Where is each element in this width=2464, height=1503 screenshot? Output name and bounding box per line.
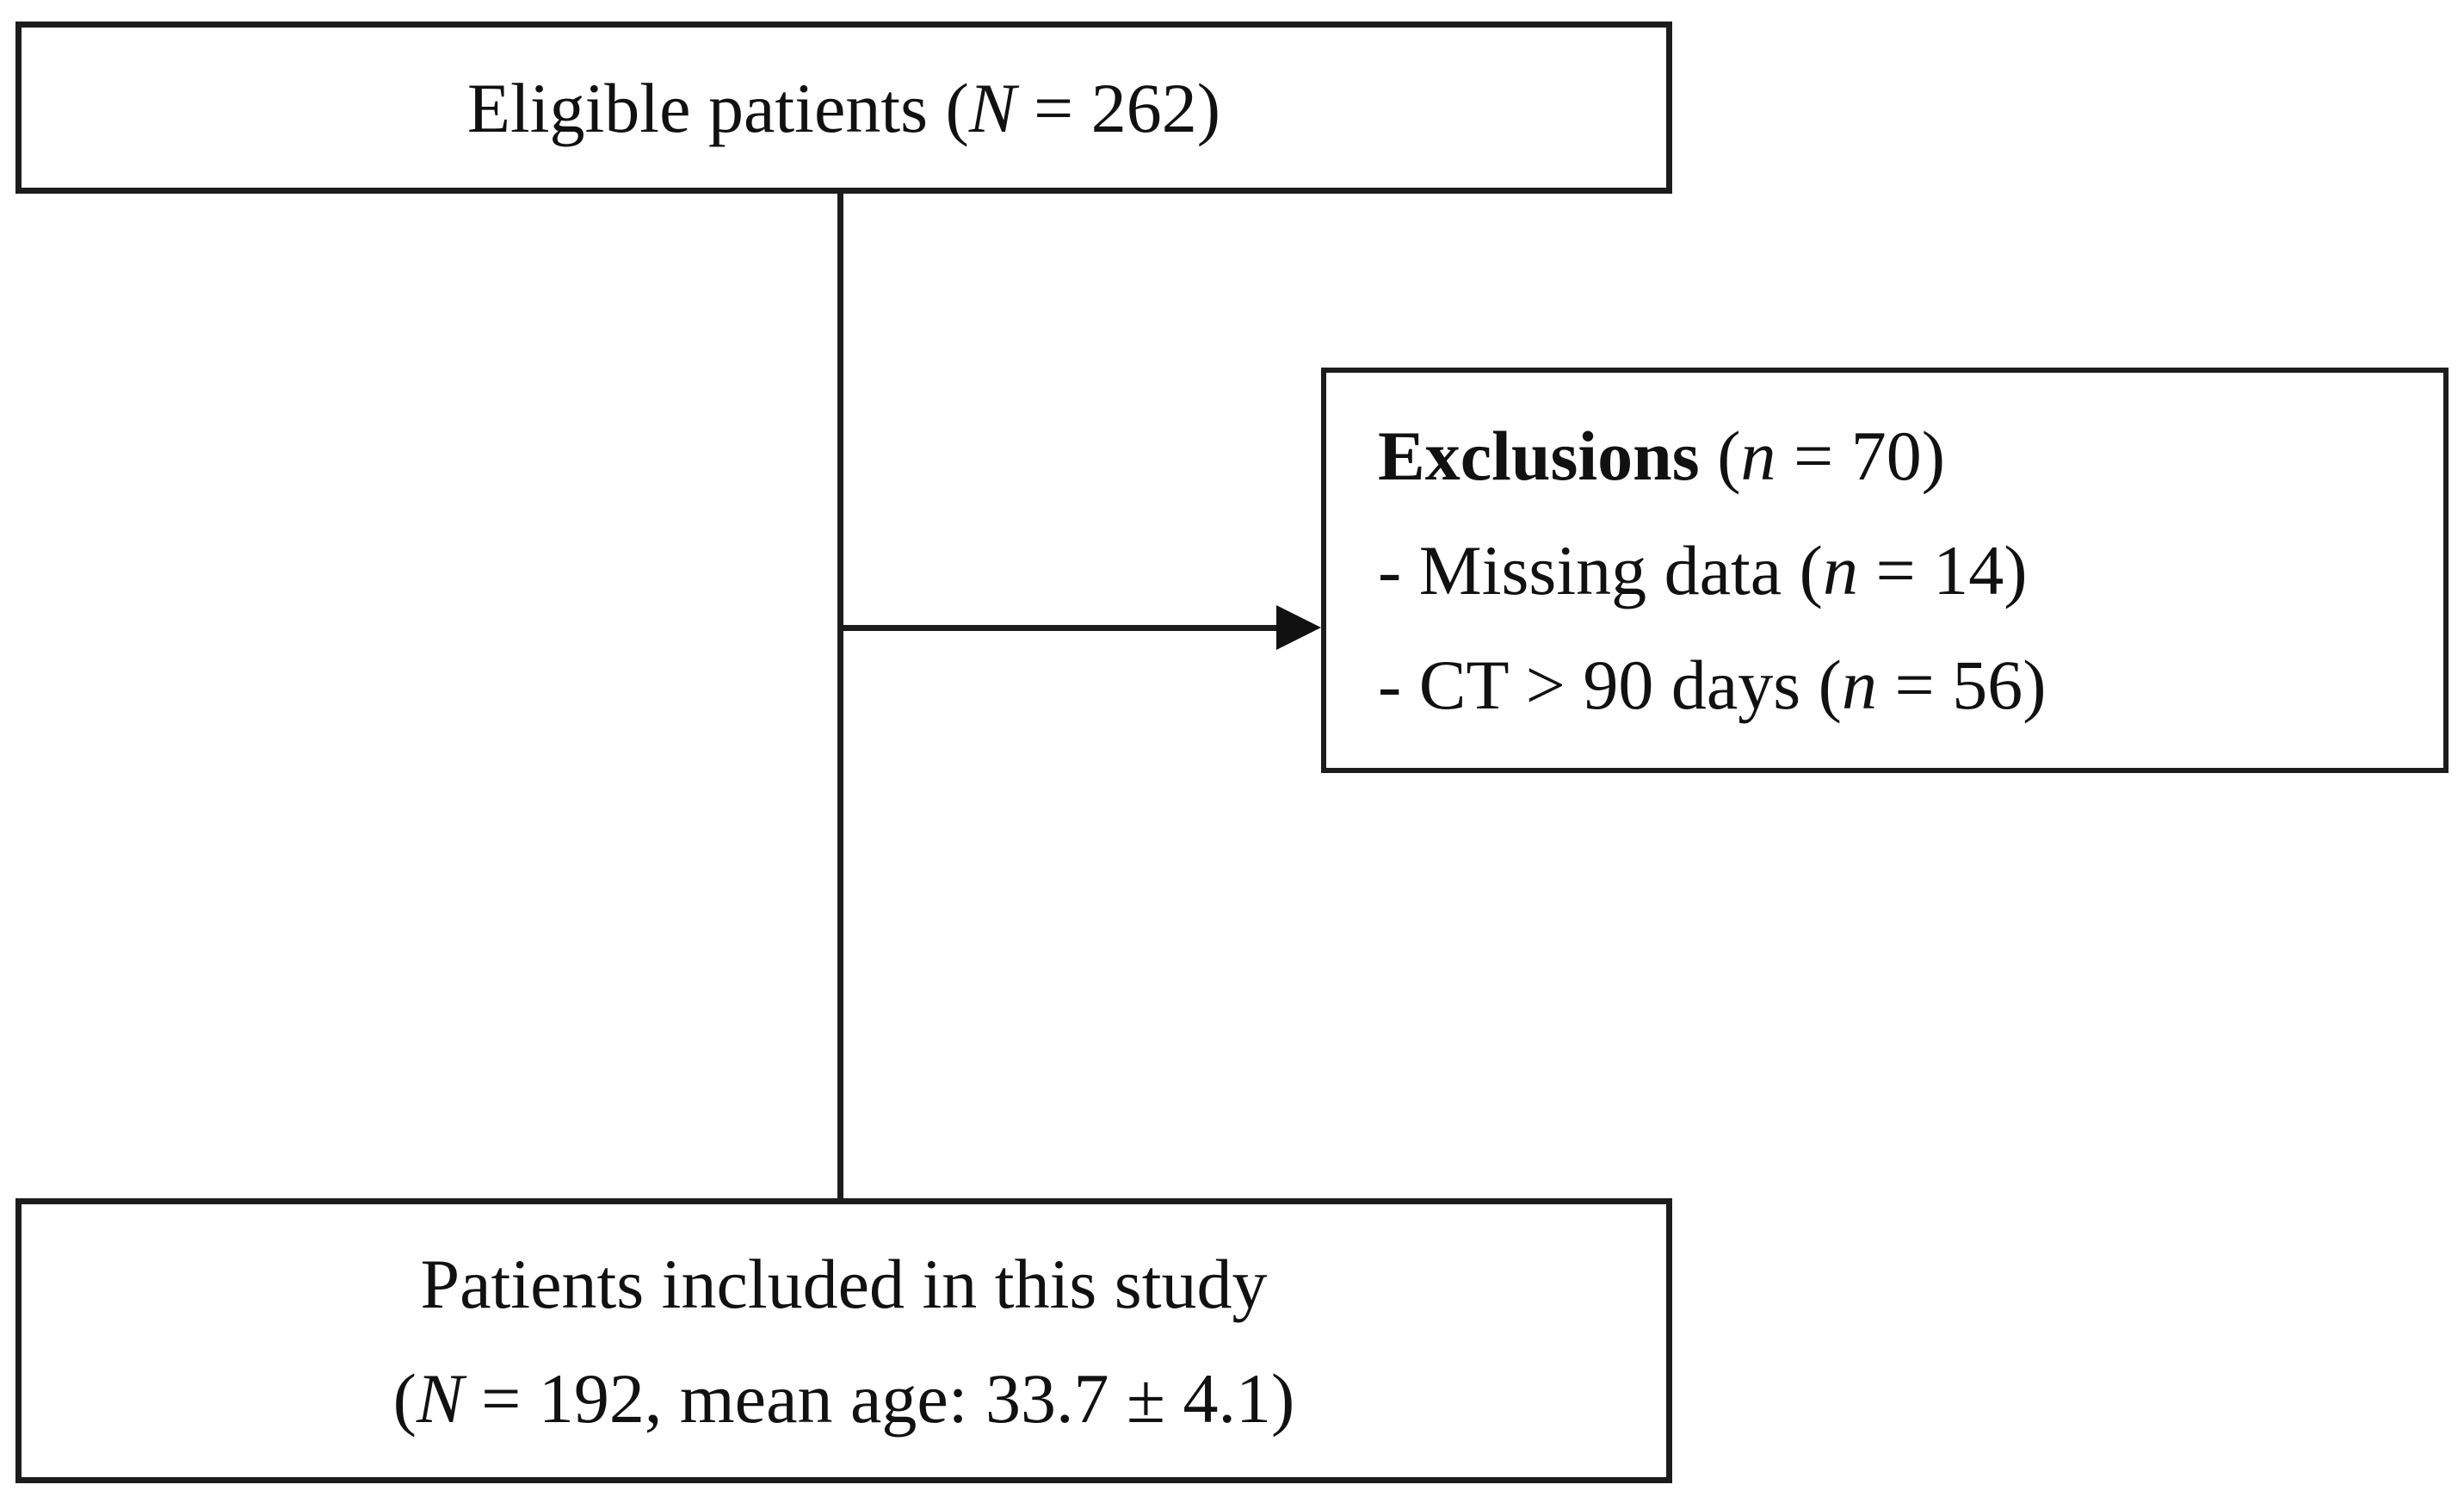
exclusions-title: Exclusions (n = 70) [1378,399,1945,513]
exclusion-item-1-post: = 14) [1857,531,2028,609]
eligible-text-pre: Eligible patients ( [466,68,969,147]
eligible-text-post: = 262) [1016,68,1221,147]
exclusion-arrow-line [840,625,1282,631]
arrowhead-icon [1276,605,1321,650]
exclusions-title-post: = 70) [1775,417,1946,495]
included-n-variable: N [416,1358,464,1438]
eligible-patients-box: Eligible patients (N = 262) [15,22,1672,194]
exclusion-item-1-n-variable: n [1822,531,1858,609]
included-stats-pre: ( [392,1358,417,1438]
exclusions-n-variable: n [1740,417,1776,495]
exclusion-item-2-post: = 56) [1876,646,2047,724]
included-patients-line1: Patients included in this study [421,1227,1268,1341]
exclusions-box: Exclusions (n = 70) - Missing data (n = … [1321,368,2449,773]
exclusion-item-missing-data: - Missing data (n = 14) [1378,513,2028,628]
exclusion-item-2-pre: - CT > 90 days ( [1378,646,1842,724]
included-text: Patients included in this study [420,1244,1268,1323]
exclusion-item-ct-days: - CT > 90 days (n = 56) [1378,628,2047,742]
eligible-n-variable: N [968,68,1016,147]
included-stats-post: = 192, mean age: 33.7 ± 4.1) [463,1358,1295,1438]
eligible-patients-label: Eligible patients (N = 262) [467,51,1220,165]
exclusions-title-pre: ( [1699,417,1741,495]
exclusions-title-bold: Exclusions [1378,417,1700,495]
exclusion-item-1-pre: - Missing data ( [1378,531,1823,609]
included-patients-line2: (N = 192, mean age: 33.7 ± 4.1) [393,1341,1295,1456]
included-patients-box: Patients included in this study (N = 192… [15,1198,1672,1483]
vertical-connector-line [837,194,843,1198]
exclusion-item-2-n-variable: n [1841,646,1877,724]
